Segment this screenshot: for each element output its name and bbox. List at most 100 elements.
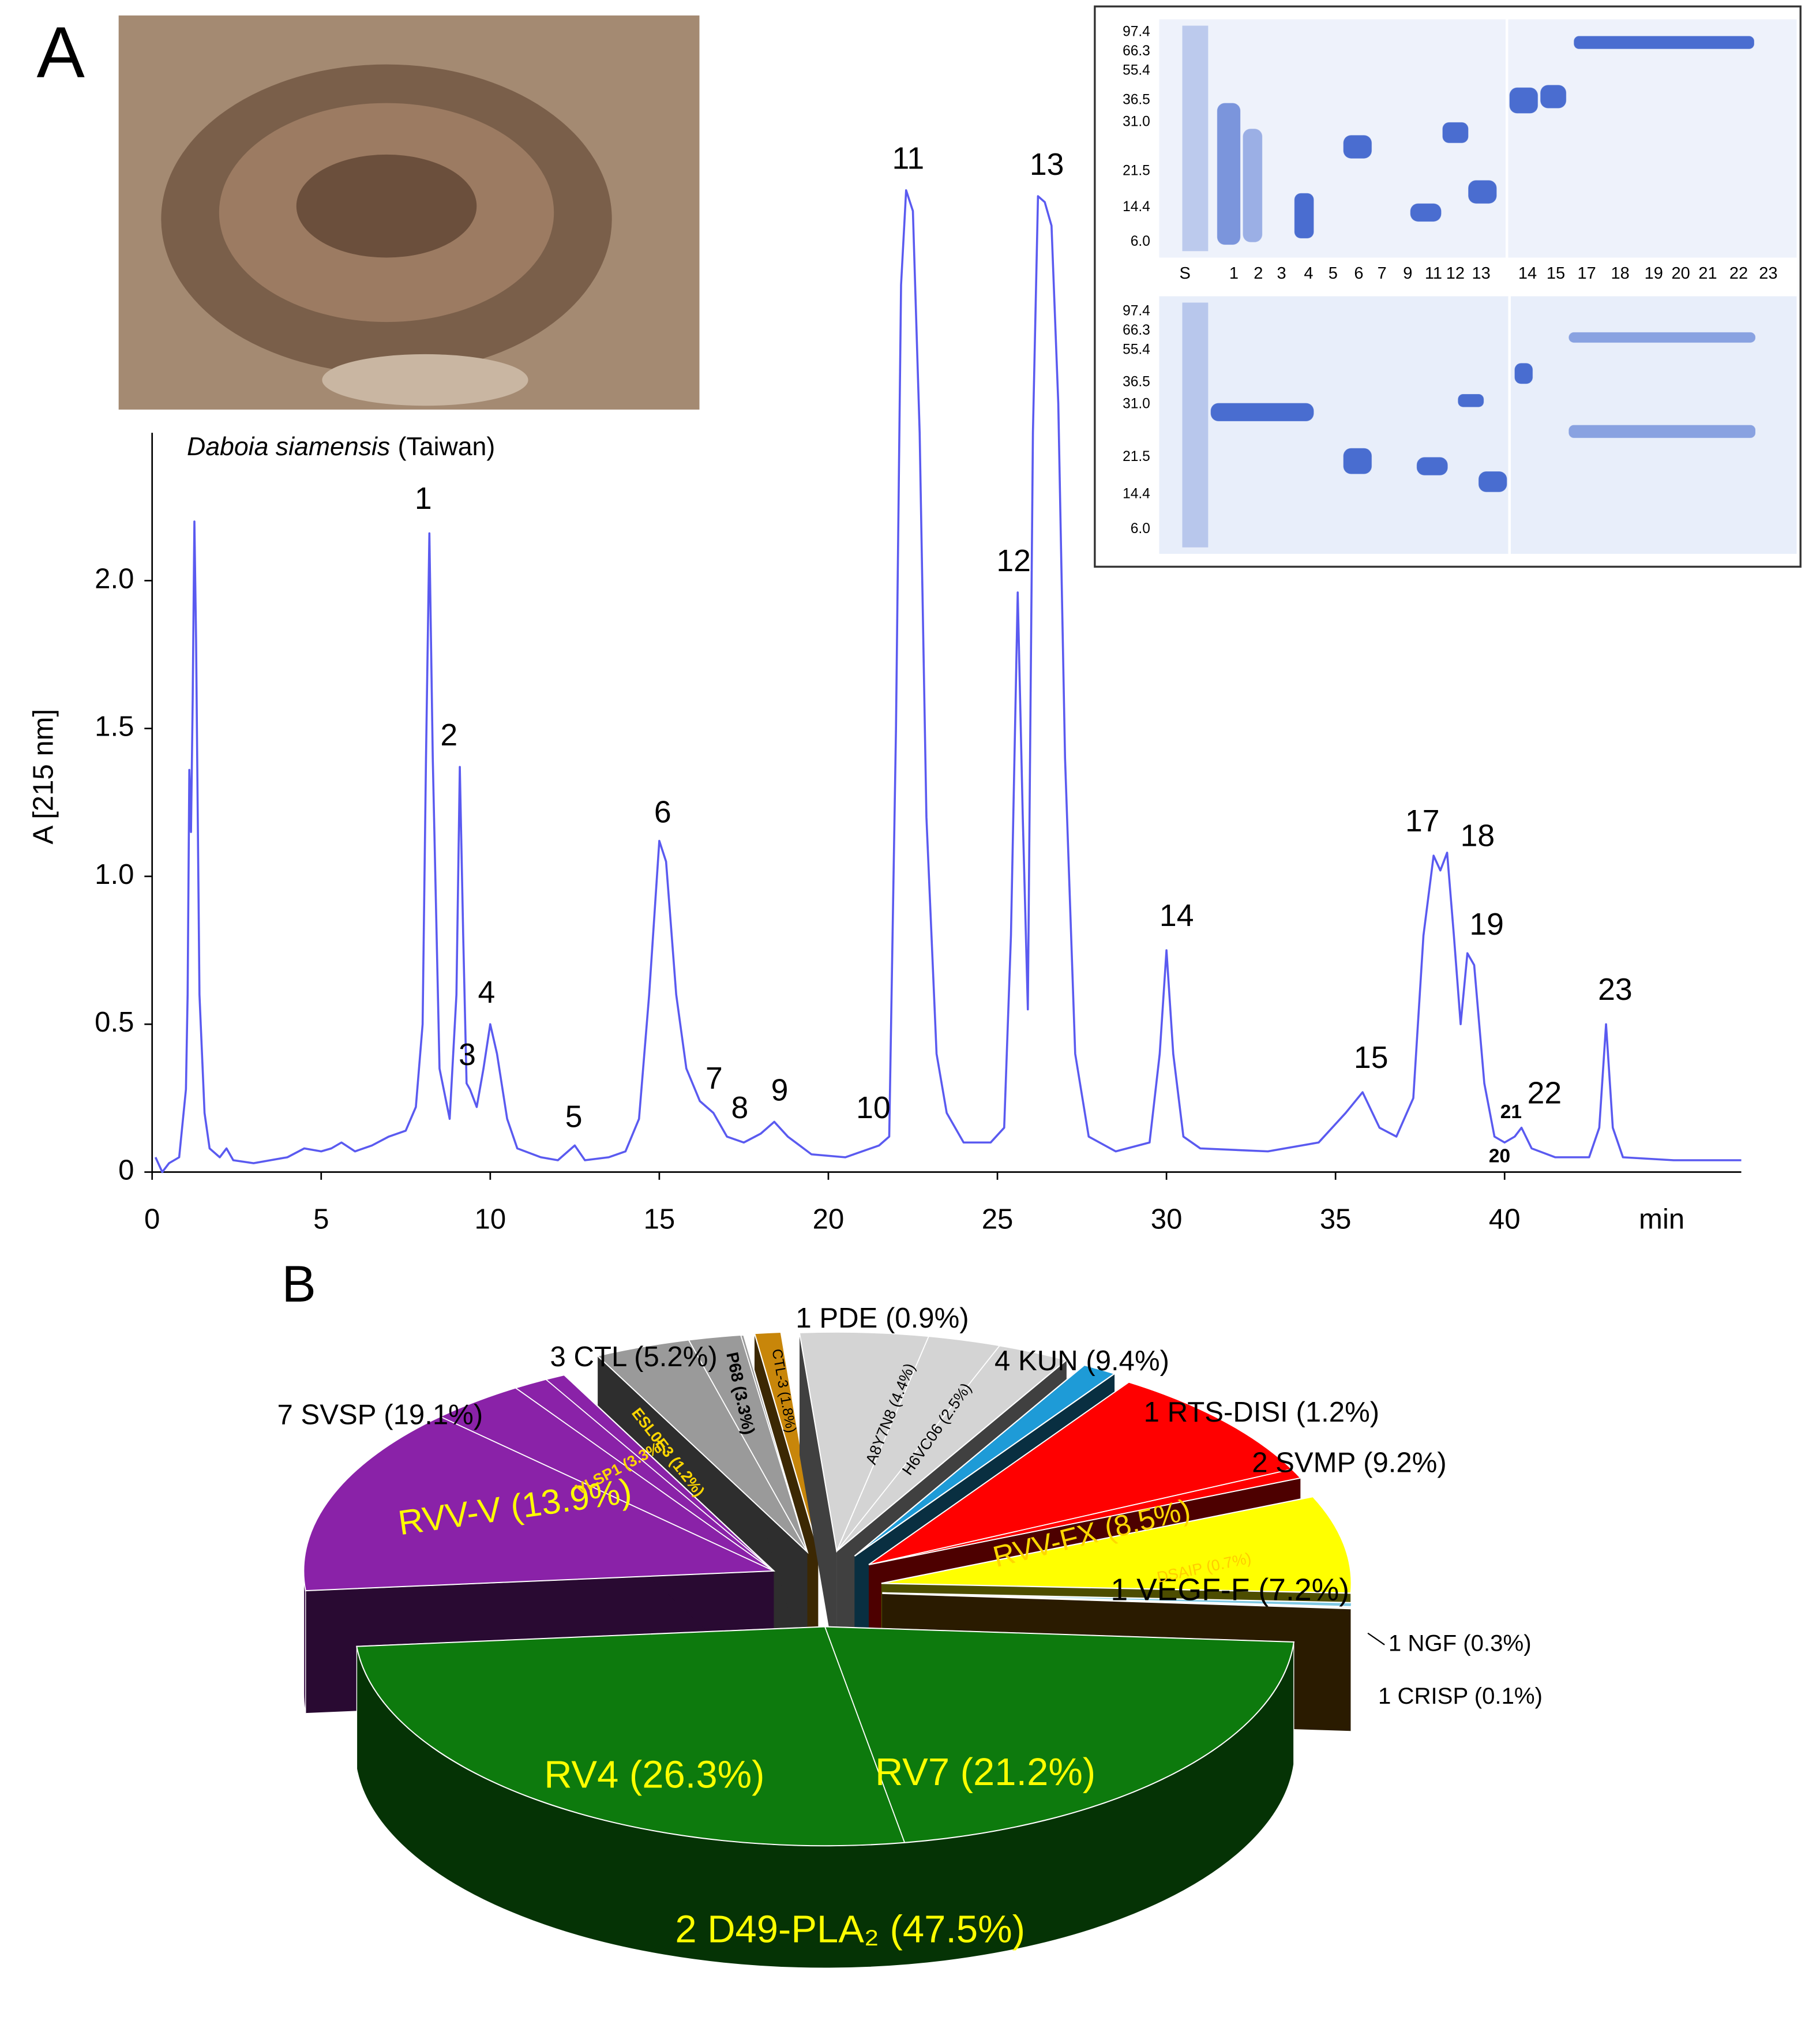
gel-marker-label: 66.3: [1123, 323, 1150, 338]
peak-label: 13: [1030, 148, 1064, 182]
slice-side: [303, 1570, 306, 1714]
gel-lane-label: 15: [1547, 264, 1565, 283]
y-axis-label: A [215 nm]: [28, 709, 59, 845]
gel-marker-label: 55.4: [1123, 342, 1150, 358]
gel-lane-label: 14: [1518, 264, 1537, 283]
peak-label: 12: [996, 544, 1031, 578]
group-label: 1 NGF (0.3%): [1389, 1630, 1532, 1656]
peak-label: 3: [459, 1038, 476, 1072]
x-tick-label: 40: [1489, 1204, 1521, 1235]
photo-caption: Daboia siamensis (Taiwan): [187, 433, 495, 461]
gel-marker-label: 21.5: [1123, 449, 1150, 464]
component-label: RV4 (26.3%): [544, 1753, 764, 1796]
x-tick-label: 0: [144, 1204, 160, 1235]
gel-marker-label: 36.5: [1123, 374, 1150, 390]
panel-label: A: [37, 12, 85, 92]
gel-marker-label: 14.4: [1123, 199, 1150, 215]
gel-image: [1159, 19, 1797, 258]
gel-lane-label: S: [1179, 264, 1190, 283]
component-wedge: [356, 1626, 906, 1846]
gel-marker-label: 31.0: [1123, 114, 1150, 130]
group-label: 7 SVSP (19.1%): [277, 1400, 483, 1431]
peak-label: 1: [415, 482, 432, 516]
x-tick-label: 30: [1151, 1204, 1183, 1235]
photo-shape: [322, 354, 528, 406]
x-tick-label: 5: [313, 1204, 329, 1235]
peak-label: 11: [892, 142, 925, 176]
gel-lane-label: 22: [1729, 264, 1748, 283]
peak-label: 14: [1159, 899, 1194, 933]
component-label: RV7 (21.2%): [875, 1750, 1095, 1794]
peak-label: 10: [856, 1091, 891, 1125]
gel-lane-label: 23: [1759, 264, 1777, 283]
component-wedge: [868, 1381, 1293, 1565]
component-wedge: [688, 1334, 808, 1553]
photo-shape: [296, 154, 477, 258]
gel-lane-label: 6: [1354, 264, 1363, 283]
y-tick-label: 0: [118, 1154, 134, 1186]
location: (Taiwan): [398, 433, 496, 461]
gel-marker-label: 36.5: [1123, 92, 1150, 108]
component-wedge: [798, 1331, 930, 1553]
gel-lane-label: 13: [1472, 264, 1490, 283]
snake-photo: [118, 15, 700, 410]
gel-lane-label: 21: [1698, 264, 1717, 283]
x-tick-label: 10: [475, 1204, 506, 1235]
peak-label: 17: [1405, 804, 1440, 838]
gel-marker-label: 21.5: [1123, 163, 1150, 178]
component-wedge: [836, 1336, 1001, 1551]
peak-label: 15: [1354, 1041, 1389, 1075]
gel-lane-label: 1: [1229, 264, 1239, 283]
gel-bands: [1182, 25, 1756, 548]
component-wedge: [868, 1468, 1302, 1565]
component-wedge: [303, 1416, 774, 1591]
component-wedge: [514, 1378, 774, 1572]
slice-top: [881, 1495, 1352, 1594]
slice-top: [753, 1331, 819, 1551]
group-label: 3 CTL (5.2%): [550, 1341, 718, 1373]
gel-marker-label: 66.3: [1123, 43, 1150, 59]
gel-marker-label: 14.4: [1123, 486, 1150, 502]
gel-lane-label: 9: [1403, 264, 1412, 283]
gel-lane-label: 5: [1329, 264, 1338, 283]
x-tick-label: 20: [813, 1204, 845, 1235]
gel-marker-label: 97.4: [1123, 24, 1150, 39]
gel-marker-label: 31.0: [1123, 396, 1150, 411]
peak-label: 21: [1500, 1101, 1522, 1123]
peak-label: 2: [440, 718, 457, 752]
leader-line: [1367, 1632, 1385, 1645]
peak-label: 9: [771, 1073, 789, 1107]
gel-marker-label: 55.4: [1123, 62, 1150, 78]
y-tick-label: 0.5: [95, 1007, 134, 1038]
group-label: 2 SVMP (9.2%): [1252, 1447, 1447, 1478]
peak-label: 7: [706, 1062, 723, 1096]
group-label: 1 VEGF-F (7.2%): [1110, 1573, 1349, 1607]
peak-label: 4: [478, 976, 495, 1010]
gel-marker-label: 6.0: [1131, 521, 1150, 537]
gel-lane-label: 20: [1671, 264, 1690, 283]
slice-top: [882, 1592, 1352, 1610]
group-label: 4 KUN (9.4%): [995, 1345, 1169, 1377]
peak-label: 6: [654, 795, 671, 829]
gel-lane-label: 7: [1378, 264, 1387, 283]
peak-label: 8: [731, 1091, 749, 1125]
slice-top: [854, 1364, 1116, 1557]
group-label: 1 PDE (0.9%): [795, 1303, 969, 1334]
peak-label: 18: [1461, 819, 1495, 853]
group-label: 1 RTS-DISI (1.2%): [1144, 1397, 1379, 1428]
pie: [303, 1331, 1353, 1969]
x-axis-label: min: [1639, 1204, 1684, 1235]
group-label: 1 CRISP (0.1%): [1378, 1683, 1543, 1709]
peak-label: 20: [1489, 1146, 1510, 1167]
gel-lane-label: 18: [1611, 264, 1630, 283]
x-tick-label: 25: [982, 1204, 1014, 1235]
peak-label: 19: [1469, 908, 1504, 942]
chromatogram-line: [154, 189, 1742, 1174]
component-wedge: [824, 1626, 1294, 1843]
peak-label: 5: [565, 1100, 583, 1134]
gel-lane-label: 11: [1425, 264, 1442, 283]
gel-panel: [1094, 5, 1802, 568]
